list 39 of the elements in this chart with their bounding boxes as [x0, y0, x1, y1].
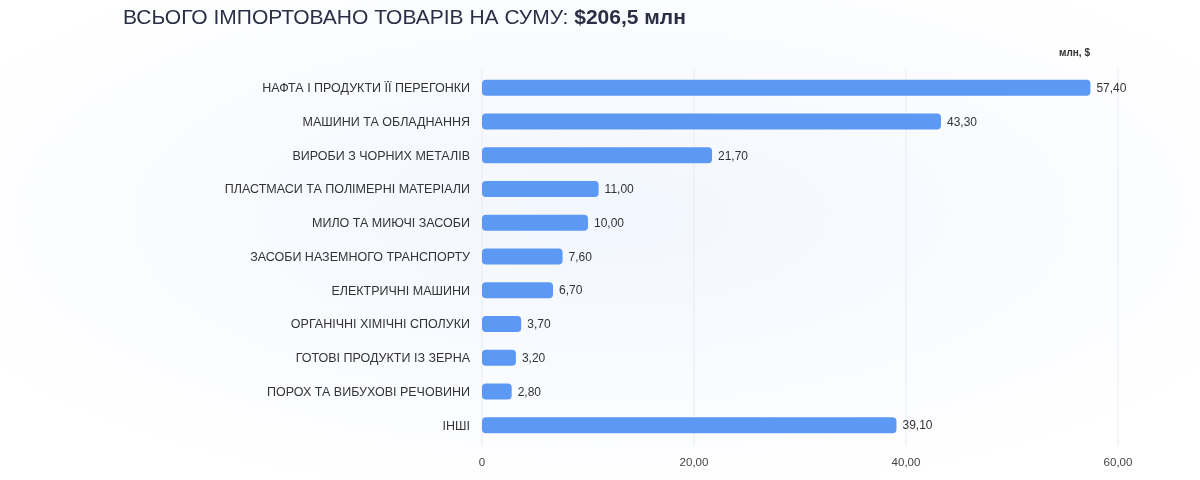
bar: [482, 315, 522, 332]
y-tick-label: ЗАСОБИ НАЗЕМНОГО ТРАНСПОРТУ: [250, 249, 471, 264]
bar: [482, 214, 588, 231]
data-label: 6,70: [559, 283, 583, 298]
x-tick-label: 60,00: [1103, 456, 1133, 468]
data-label: 3,70: [527, 317, 551, 332]
x-tick-label: 40,00: [891, 456, 921, 468]
bar: [482, 113, 941, 130]
data-label: 3,20: [521, 350, 546, 365]
y-tick-label: ВИРОБИ З ЧОРНИХ МЕТАЛІВ: [292, 148, 470, 163]
y-tick-label: ІНШІ: [442, 418, 470, 433]
data-label: 2,80: [517, 384, 542, 399]
data-label: 43,30: [946, 114, 978, 129]
bar: [482, 79, 1091, 96]
data-label: 11,00: [604, 182, 635, 197]
y-tick-label: НАФТА І ПРОДУКТИ ЇЇ ПЕРЕГОНКИ: [262, 81, 470, 96]
x-tick-label: 20,00: [679, 456, 709, 468]
bar: [482, 282, 554, 299]
y-tick-label: МИЛО ТА МИЮЧІ ЗАСОБИ: [312, 216, 470, 231]
y-tick-label: ПОРОХ ТА ВИБУХОВІ РЕЧОВИНИ: [267, 384, 470, 399]
y-tick-label: ГОТОВІ ПРОДУКТИ ІЗ ЗЕРНА: [295, 351, 471, 366]
x-tick-label: 0: [478, 456, 486, 468]
x-axis-title: млн, $: [1059, 47, 1091, 58]
bar: [482, 181, 599, 198]
y-tick-label: ОРГАНІЧНІ ХІМІЧНІ СПОЛУКИ: [290, 317, 470, 332]
data-label: 21,70: [718, 148, 749, 163]
bar: [482, 349, 516, 366]
data-label: 7,60: [568, 249, 593, 264]
bar: [482, 383, 512, 400]
y-tick-label: МАШИНИ ТА ОБЛАДНАННЯ: [302, 114, 470, 129]
y-tick-label: ПЛАСТМАСИ ТА ПОЛІМЕРНІ МАТЕРІАЛИ: [224, 182, 470, 197]
data-label: 39,10: [902, 418, 933, 433]
bar: [482, 147, 713, 164]
data-label: 10,00: [594, 215, 625, 230]
bar: [482, 417, 897, 434]
chart-title: ВСЬОГО ІМПОРТОВАНО ТОВАРІВ НА СУМУ: $206,5 млн: [123, 5, 686, 28]
y-tick-label: ЕЛЕКТРИЧНІ МАШИНИ: [331, 283, 470, 298]
bar: [482, 248, 563, 265]
data-label: 57,40: [1096, 81, 1127, 96]
